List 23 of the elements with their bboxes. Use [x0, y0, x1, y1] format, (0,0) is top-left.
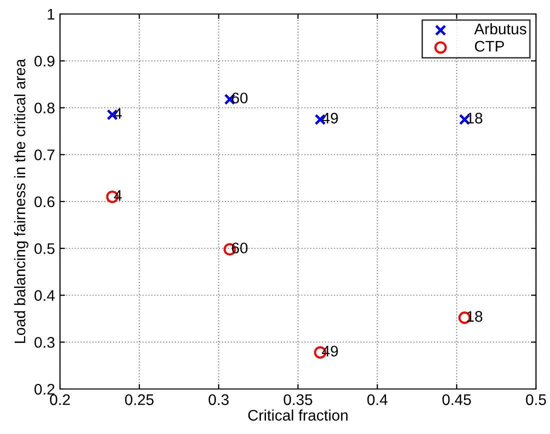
x-tick-label: 0.5: [526, 394, 546, 406]
y-tick-label: 0.7: [34, 149, 54, 160]
y-tick-label: 0.8: [34, 102, 54, 114]
x-axis-title: Critical fraction: [248, 409, 348, 421]
annotation: 60: [232, 92, 248, 104]
x-tick-label: 0.35: [284, 394, 312, 406]
annotation: 49: [322, 112, 338, 124]
x-tick-label: 0.4: [367, 394, 388, 406]
y-tick-label: 0.2: [34, 384, 54, 395]
y-tick-label: 0.5: [34, 243, 54, 254]
legend-label: Arbutus: [474, 23, 526, 34]
x-tick-label: 0.2: [50, 394, 70, 406]
x-tick-label: 0.3: [208, 394, 229, 406]
y-tick-label: 0.9: [34, 56, 54, 67]
y-axis-title: Load balancing fairness in the critical area: [14, 58, 28, 343]
y-tick-label: 0.4: [34, 290, 55, 301]
y-tick-label: 1: [48, 9, 54, 20]
legend-label: CTP: [474, 40, 504, 52]
annotation: 18: [467, 112, 482, 124]
y-tick-label: 0.3: [34, 336, 54, 348]
y-tick-label: 0.6: [34, 196, 54, 208]
x-tick-label: 0.25: [125, 394, 154, 406]
x-tick-label: 0.45: [442, 394, 471, 406]
